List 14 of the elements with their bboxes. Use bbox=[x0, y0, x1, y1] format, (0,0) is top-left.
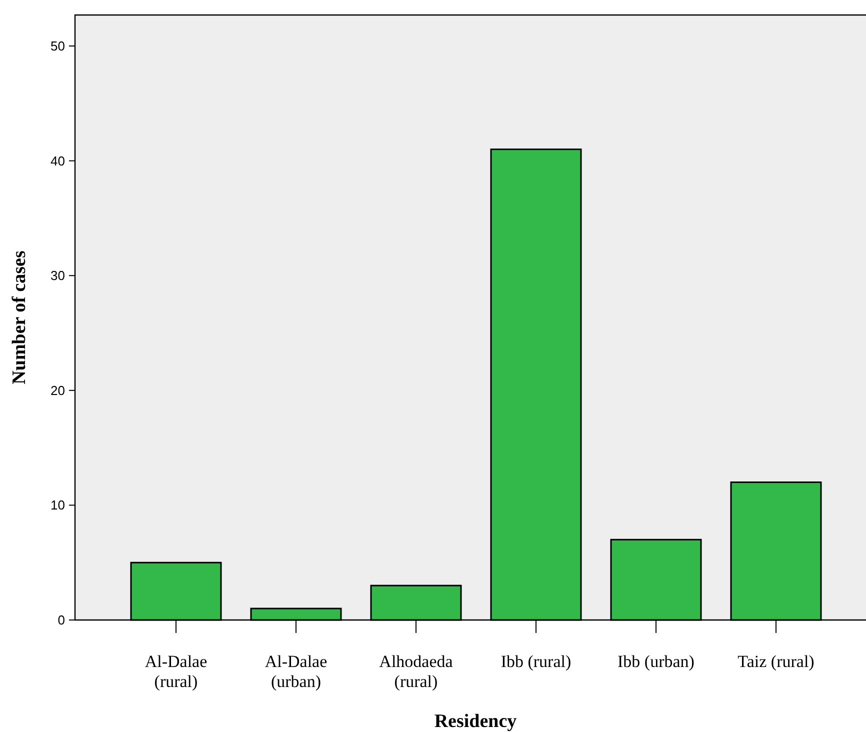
y-tick-label: 0 bbox=[58, 612, 65, 628]
x-tick-label: Taiz (rural) bbox=[738, 652, 814, 671]
y-tick-label: 30 bbox=[50, 268, 65, 284]
y-tick-label: 40 bbox=[50, 153, 65, 168]
y-axis-title: Number of cases bbox=[9, 250, 30, 384]
x-tick-label: Al-Dalae (urban) bbox=[264, 652, 328, 691]
x-tick-label: Ibb (rural) bbox=[500, 652, 572, 671]
y-tick-label: 10 bbox=[50, 498, 65, 513]
x-tick-label: Alhodaeda (rural) bbox=[379, 652, 454, 691]
x-tick-label: Al-Dalae (rural) bbox=[144, 652, 208, 691]
y-tick-label: 50 bbox=[50, 38, 65, 54]
x-tick-label: Ibb (urban) bbox=[618, 652, 694, 671]
y-tick-label: 20 bbox=[50, 382, 65, 398]
x-axis-title: Residency bbox=[434, 711, 518, 732]
